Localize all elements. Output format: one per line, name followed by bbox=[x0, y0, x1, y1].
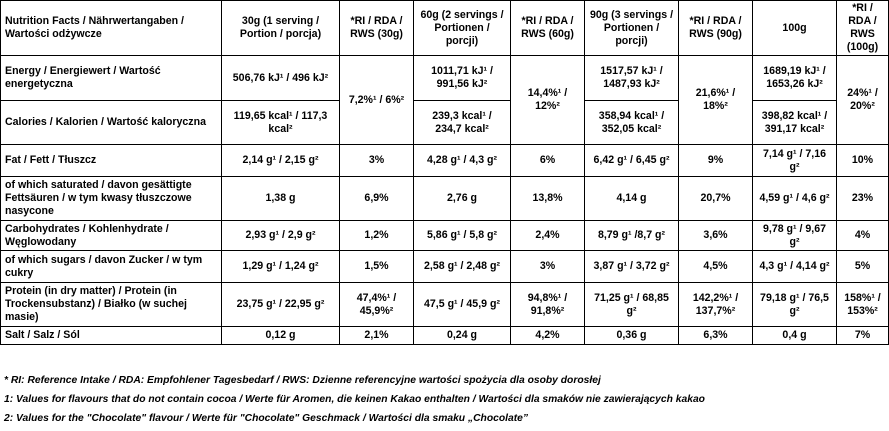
protein-ri-90g: 142,2%¹ / 137,7%² bbox=[678, 282, 753, 327]
sugars-ri-90g: 4,5% bbox=[678, 250, 753, 283]
sugars-ri-30g: 1,5% bbox=[339, 250, 414, 283]
salt-60g: 0,24 g bbox=[413, 326, 511, 345]
energy-ri-60g: 14,4%¹ / 12%² bbox=[510, 55, 585, 145]
salt-100g: 0,4 g bbox=[752, 326, 837, 345]
calories-label: Calories / Kalorien / Wartość kaloryczna bbox=[0, 100, 222, 145]
header-ri-30g: *RI / RDA / RWS (30g) bbox=[339, 0, 414, 56]
fat-ri-100g: 10% bbox=[836, 144, 889, 177]
table-row: Protein (in dry matter) / Protein (in Tr… bbox=[0, 282, 889, 327]
header-ri-90g: *RI / RDA / RWS (90g) bbox=[678, 0, 753, 56]
footnotes: * RI: Reference Intake / RDA: Empfohlene… bbox=[4, 374, 705, 431]
saturated-ri-60g: 13,8% bbox=[510, 176, 585, 221]
sugars-100g: 4,3 g¹ / 4,14 g² bbox=[752, 250, 837, 283]
carbohydrates-ri-30g: 1,2% bbox=[339, 220, 414, 251]
fat-60g: 4,28 g¹ / 4,3 g² bbox=[413, 144, 511, 177]
saturated-60g: 2,76 g bbox=[413, 176, 511, 221]
footnote-2: 2: Values for the "Chocolate" flavour / … bbox=[4, 413, 529, 424]
energy-ri-30g: 7,2%¹ / 6%² bbox=[339, 55, 414, 145]
header-nutrient: Nutrition Facts / Nährwertangaben / Wart… bbox=[0, 0, 222, 56]
calories-100g: 398,82 kcal¹ / 391,17 kcal² bbox=[752, 100, 837, 145]
protein-100g: 79,18 g¹ / 76,5 g² bbox=[752, 282, 837, 327]
carbohydrates-60g: 5,86 g¹ / 5,8 g² bbox=[413, 220, 511, 251]
energy-30g: 506,76 kJ¹ / 496 kJ² bbox=[221, 55, 340, 101]
sugars-60g: 2,58 g¹ / 2,48 g² bbox=[413, 250, 511, 283]
sugars-30g: 1,29 g¹ / 1,24 g² bbox=[221, 250, 340, 283]
saturated-90g: 4,14 g bbox=[584, 176, 679, 221]
energy-90g: 1517,57 kJ¹ / 1487,93 kJ² bbox=[584, 55, 679, 101]
fat-100g: 7,14 g¹ / 7,16 g² bbox=[752, 144, 837, 177]
calories-30g: 119,65 kcal¹ / 117,3 kcal² bbox=[221, 100, 340, 145]
calories-90g: 358,94 kcal¹ / 352,05 kcal² bbox=[584, 100, 679, 145]
carbohydrates-label: Carbohydrates / Kohlenhydrate / Węglowod… bbox=[0, 220, 222, 251]
header-ri-60g: *RI / RDA / RWS (60g) bbox=[510, 0, 585, 56]
carbohydrates-30g: 2,93 g¹ / 2,9 g² bbox=[221, 220, 340, 251]
sugars-ri-60g: 3% bbox=[510, 250, 585, 283]
protein-ri-60g: 94,8%¹ / 91,8%² bbox=[510, 282, 585, 327]
table-row: Salt / Salz / Sól 0,12 g 2,1% 0,24 g 4,2… bbox=[0, 326, 889, 345]
salt-ri-100g: 7% bbox=[836, 326, 889, 345]
header-60g: 60g (2 servings / Portionen / porcji) bbox=[413, 0, 511, 56]
salt-label: Salt / Salz / Sól bbox=[0, 326, 222, 345]
carbohydrates-ri-60g: 2,4% bbox=[510, 220, 585, 251]
protein-ri-100g: 158%¹ / 153%² bbox=[836, 282, 889, 327]
table-row: Carbohydrates / Kohlenhydrate / Węglowod… bbox=[0, 220, 889, 251]
sugars-label: of which sugars / davon Zucker / w tym c… bbox=[0, 250, 222, 283]
header-30g: 30g (1 serving / Portion / porcja) bbox=[221, 0, 340, 56]
salt-30g: 0,12 g bbox=[221, 326, 340, 345]
table-row: Fat / Fett / Tłuszcz 2,14 g¹ / 2,15 g² 3… bbox=[0, 144, 889, 177]
table-row: of which saturated / davon gesättigte Fe… bbox=[0, 176, 889, 221]
header-90g: 90g (3 servings / Portionen / porcji) bbox=[584, 0, 679, 56]
energy-100g: 1689,19 kJ¹ / 1653,26 kJ² bbox=[752, 55, 837, 101]
energy-ri-100g: 24%¹ / 20%² bbox=[836, 55, 889, 145]
energy-label: Energy / Energiewert / Wartość energetyc… bbox=[0, 55, 222, 101]
saturated-ri-100g: 23% bbox=[836, 176, 889, 221]
table-row: of which sugars / davon Zucker / w tym c… bbox=[0, 250, 889, 283]
fat-30g: 2,14 g¹ / 2,15 g² bbox=[221, 144, 340, 177]
calories-60g: 239,3 kcal¹ / 234,7 kcal² bbox=[413, 100, 511, 145]
carbohydrates-100g: 9,78 g¹ / 9,67 g² bbox=[752, 220, 837, 251]
nutrition-table: Nutrition Facts / Nährwertangaben / Wart… bbox=[0, 0, 889, 345]
saturated-label: of which saturated / davon gesättigte Fe… bbox=[0, 176, 222, 221]
fat-90g: 6,42 g¹ / 6,45 g² bbox=[584, 144, 679, 177]
energy-60g: 1011,71 kJ¹ / 991,56 kJ² bbox=[413, 55, 511, 101]
protein-ri-30g: 47,4%¹ / 45,9%² bbox=[339, 282, 414, 327]
saturated-ri-30g: 6,9% bbox=[339, 176, 414, 221]
protein-60g: 47,5 g¹ / 45,9 g² bbox=[413, 282, 511, 327]
saturated-ri-90g: 20,7% bbox=[678, 176, 753, 221]
saturated-30g: 1,38 g bbox=[221, 176, 340, 221]
energy-ri-90g: 21,6%¹ / 18%² bbox=[678, 55, 753, 145]
sugars-ri-100g: 5% bbox=[836, 250, 889, 283]
salt-90g: 0,36 g bbox=[584, 326, 679, 345]
header-row: Nutrition Facts / Nährwertangaben / Wart… bbox=[0, 0, 889, 56]
salt-ri-90g: 6,3% bbox=[678, 326, 753, 345]
carbohydrates-90g: 8,79 g¹ /8,7 g² bbox=[584, 220, 679, 251]
carbohydrates-ri-90g: 3,6% bbox=[678, 220, 753, 251]
saturated-100g: 4,59 g¹ / 4,6 g² bbox=[752, 176, 837, 221]
fat-ri-60g: 6% bbox=[510, 144, 585, 177]
footnote-1: 1: Values for flavours that do not conta… bbox=[4, 394, 705, 405]
footnote-ri: * RI: Reference Intake / RDA: Empfohlene… bbox=[4, 375, 601, 386]
fat-label: Fat / Fett / Tłuszcz bbox=[0, 144, 222, 177]
header-100g: 100g bbox=[752, 0, 837, 56]
fat-ri-90g: 9% bbox=[678, 144, 753, 177]
carbohydrates-ri-100g: 4% bbox=[836, 220, 889, 251]
salt-ri-60g: 4,2% bbox=[510, 326, 585, 345]
protein-label: Protein (in dry matter) / Protein (in Tr… bbox=[0, 282, 222, 327]
sugars-90g: 3,87 g¹ / 3,72 g² bbox=[584, 250, 679, 283]
calories-row: Calories / Kalorien / Wartość kaloryczna… bbox=[0, 100, 889, 145]
protein-90g: 71,25 g¹ / 68,85 g² bbox=[584, 282, 679, 327]
energy-row: Energy / Energiewert / Wartość energetyc… bbox=[0, 55, 889, 145]
fat-ri-30g: 3% bbox=[339, 144, 414, 177]
header-ri-100g: *RI / RDA / RWS (100g) bbox=[836, 0, 889, 56]
protein-30g: 23,75 g¹ / 22,95 g² bbox=[221, 282, 340, 327]
salt-ri-30g: 2,1% bbox=[339, 326, 414, 345]
